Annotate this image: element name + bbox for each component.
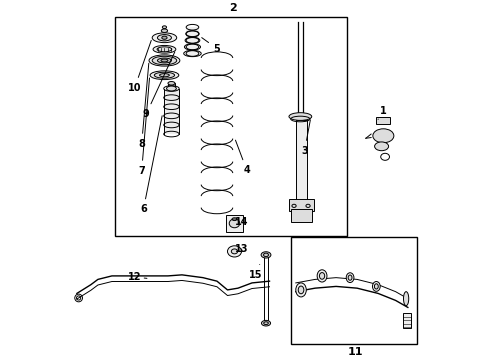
Ellipse shape <box>157 58 171 63</box>
Ellipse shape <box>161 29 168 32</box>
Ellipse shape <box>231 249 238 254</box>
Text: 2: 2 <box>229 3 237 13</box>
Text: 8: 8 <box>138 63 149 149</box>
Ellipse shape <box>372 282 380 291</box>
Text: 6: 6 <box>140 116 162 214</box>
Text: 9: 9 <box>143 52 175 119</box>
Ellipse shape <box>184 44 200 50</box>
Ellipse shape <box>262 320 270 326</box>
Ellipse shape <box>160 74 170 77</box>
Ellipse shape <box>289 113 312 120</box>
Bar <box>296 120 307 201</box>
Text: 10: 10 <box>128 40 151 93</box>
Ellipse shape <box>373 129 394 143</box>
Ellipse shape <box>346 273 354 283</box>
Ellipse shape <box>152 56 177 65</box>
Ellipse shape <box>319 273 325 279</box>
Ellipse shape <box>374 142 389 151</box>
Ellipse shape <box>157 47 172 52</box>
Bar <box>376 117 391 123</box>
Ellipse shape <box>348 275 352 280</box>
Bar <box>186 27 199 54</box>
Text: 4: 4 <box>236 140 250 175</box>
Ellipse shape <box>152 33 177 42</box>
Ellipse shape <box>153 45 176 53</box>
Text: 1: 1 <box>378 106 387 120</box>
Ellipse shape <box>168 81 175 85</box>
Ellipse shape <box>298 286 304 294</box>
Ellipse shape <box>261 252 271 258</box>
Bar <box>291 210 312 222</box>
Ellipse shape <box>296 283 306 297</box>
Text: 15: 15 <box>249 265 262 280</box>
Text: 5: 5 <box>202 37 220 54</box>
Ellipse shape <box>374 284 378 289</box>
Ellipse shape <box>185 37 200 44</box>
Ellipse shape <box>150 71 179 80</box>
Bar <box>289 199 314 211</box>
Ellipse shape <box>229 219 240 228</box>
Bar <box>226 215 243 232</box>
Bar <box>116 17 346 236</box>
Ellipse shape <box>167 86 176 91</box>
Text: 13: 13 <box>235 244 248 254</box>
Ellipse shape <box>184 50 201 57</box>
Ellipse shape <box>149 55 180 66</box>
Text: 11: 11 <box>347 347 363 357</box>
Ellipse shape <box>162 26 167 29</box>
Ellipse shape <box>162 36 167 39</box>
Bar <box>164 89 179 134</box>
Text: 7: 7 <box>138 78 149 176</box>
Ellipse shape <box>403 292 409 306</box>
Ellipse shape <box>157 35 171 41</box>
Ellipse shape <box>161 59 168 62</box>
Bar <box>403 313 412 328</box>
Ellipse shape <box>317 270 327 282</box>
Text: 14: 14 <box>235 217 248 227</box>
Text: 3: 3 <box>301 120 310 156</box>
Bar <box>168 83 175 89</box>
Ellipse shape <box>186 31 199 37</box>
Bar <box>291 237 416 344</box>
Ellipse shape <box>154 72 174 78</box>
Text: 12: 12 <box>128 272 147 282</box>
Ellipse shape <box>227 246 242 257</box>
